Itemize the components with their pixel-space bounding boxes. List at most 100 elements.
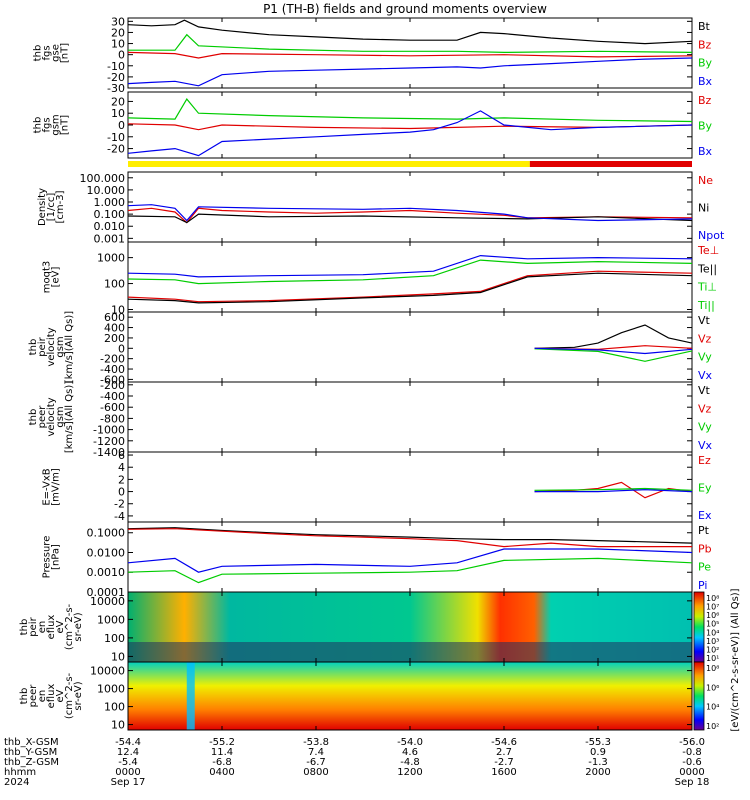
y-axis-label: thb: [33, 117, 44, 134]
y-axis-label: eV: [55, 689, 66, 702]
x-axis-value: 7.4: [308, 747, 324, 758]
legend-entry: Pe: [698, 561, 711, 574]
y-axis-label: thb: [33, 45, 44, 62]
y-tick-label: -800: [100, 412, 125, 425]
y-tick-label: 0.0100: [87, 546, 126, 559]
y-axis-label: [mV/m]: [51, 468, 62, 506]
y-axis-label: gsm: [55, 406, 66, 427]
y-axis-label: [nT]: [60, 115, 71, 135]
x-axis-value: 12.4: [117, 747, 139, 758]
y-tick-label: 10000: [90, 665, 125, 678]
y-tick-label: 200: [104, 332, 125, 345]
series-temperature-Ti||: [127, 254, 693, 278]
y-axis-label: E=-VxB: [42, 468, 53, 505]
y-axis-label: [km/s](All Qs)]: [64, 311, 75, 383]
x-axis-value: -55.3: [585, 737, 611, 748]
y-tick-label: 400: [104, 322, 125, 335]
y-tick-label: -30: [107, 82, 125, 95]
x-axis-value: 0000: [115, 767, 140, 778]
y-tick-label: -400: [100, 363, 125, 376]
y-tick-label: 1000: [97, 252, 125, 265]
legend-entry: Vz: [698, 332, 712, 345]
colorbar-tick-label: 10¹: [706, 654, 719, 663]
colorbar-tick-label: 10⁷: [706, 603, 719, 612]
y-tick-label: -4: [114, 510, 125, 523]
x-axis-value: -54.6: [491, 737, 517, 748]
y-tick-label: 20: [111, 95, 125, 108]
y-axis-label: (cm^2-s-: [64, 603, 75, 650]
y-tick-label: 600: [104, 311, 125, 324]
y-axis-label: peer: [28, 684, 39, 708]
y-tick-label: -1200: [93, 435, 125, 448]
y-tick-label: 20: [111, 26, 125, 39]
y-tick-label: 0.100: [94, 208, 126, 221]
legend-entry: Te⊥: [697, 244, 719, 257]
mode-bar-segment-0: [128, 161, 530, 167]
spectrogram-low-band: [128, 642, 692, 662]
colorbar-label: [eV/(cm^2-s-sr-eV)] (All Qs)]: [730, 588, 741, 731]
y-tick-label: -600: [100, 401, 125, 414]
series-fgs-gsm-Bx: [127, 110, 693, 157]
y-axis-label: fgs: [42, 117, 53, 132]
legend-entry: Bz: [698, 94, 712, 107]
y-axis-label: thb: [19, 688, 30, 705]
colorbar-tick-label: 10⁸: [706, 594, 719, 603]
legend-entry: Vx: [698, 369, 713, 382]
legend-entry: Vz: [698, 402, 712, 415]
x-axis-value: -54.0: [397, 737, 423, 748]
legend-entry: Pb: [698, 542, 712, 555]
y-tick-label: 100: [104, 278, 125, 291]
x-axis-row-label: 2024: [4, 777, 29, 788]
y-axis-label: [1/cc]: [46, 193, 57, 222]
colorbar: [693, 661, 705, 731]
figure-title: P1 (TH-B) fields and ground moments over…: [263, 2, 547, 16]
series-pressure-Pi: [127, 548, 693, 573]
series-density-Ni: [127, 213, 693, 224]
mode-bar-segment-1: [529, 161, 692, 167]
x-axis-value: -54.4: [115, 737, 141, 748]
y-tick-label: 0: [118, 119, 125, 132]
legend-entry: Bt: [698, 20, 711, 33]
legend-entry: Ni: [698, 201, 709, 214]
series-temperature-Te||: [127, 272, 693, 304]
x-axis-value: 11.4: [211, 747, 233, 758]
y-axis-label: gsm: [51, 114, 62, 135]
series-pressure-Pb: [127, 528, 692, 548]
colorbar-tick-label: 10⁴: [706, 703, 719, 712]
legend-entry: Pt: [698, 524, 710, 537]
x-axis-value: Sep 18: [675, 777, 710, 788]
y-tick-label: 0.1000: [87, 527, 126, 540]
legend-entry: Vt: [698, 384, 711, 397]
legend-entry: By: [698, 57, 713, 70]
x-axis-row-label: hhmm: [4, 767, 36, 778]
y-tick-label: 1000: [97, 683, 125, 696]
y-tick-label: -200: [100, 379, 125, 392]
x-axis-value: -6.8: [212, 757, 232, 768]
y-tick-label: 0.010: [94, 220, 126, 233]
x-axis-value: -1.3: [588, 757, 608, 768]
y-tick-label: 4: [118, 461, 125, 474]
y-axis-label: gsm: [55, 336, 66, 357]
legend-entry: Ez: [698, 454, 711, 467]
legend-entry: Bz: [698, 38, 712, 51]
panel-frame: [127, 451, 693, 523]
x-axis-value: Sep 17: [111, 777, 146, 788]
spectrogram-gap: [186, 662, 195, 730]
x-axis-value: 0800: [303, 767, 328, 778]
y-axis-label: [km/s](All Qs)]: [64, 381, 75, 453]
legend-entry: Ex: [698, 509, 712, 522]
panel-frame: [127, 91, 693, 159]
legend-entry: Ey: [698, 481, 712, 494]
legend-entry: By: [698, 119, 713, 132]
series-fgs-gsm-Bz: [127, 123, 693, 131]
y-axis-label: thb: [19, 619, 30, 636]
x-axis-value: 2000: [585, 767, 610, 778]
y-tick-label: 1.000: [94, 196, 126, 209]
spectrogram-fill: [128, 662, 692, 730]
y-tick-label: -600: [100, 373, 125, 386]
y-tick-label: 1000: [97, 613, 125, 626]
